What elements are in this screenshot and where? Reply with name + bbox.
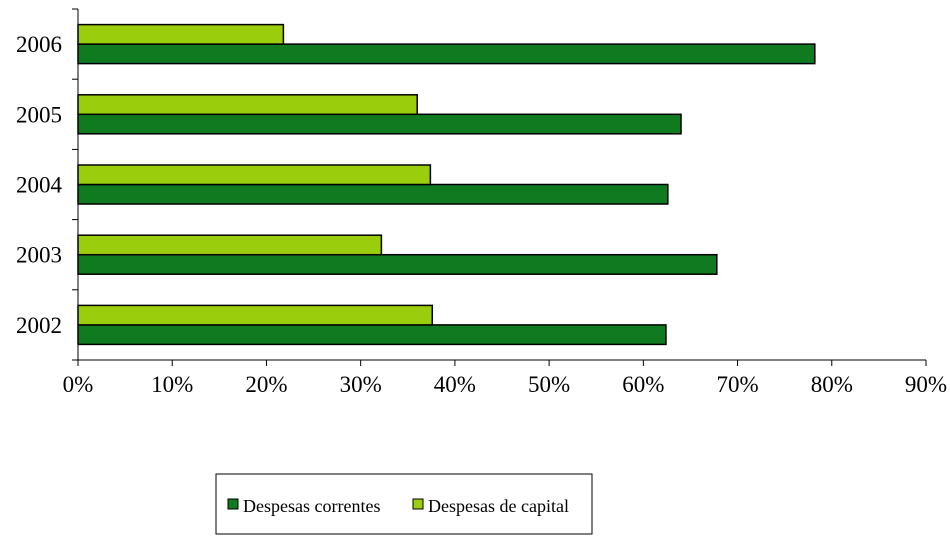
bar-despesas-de-capital-2003: [77, 234, 383, 256]
bar-despesas-correntes-2002: [77, 324, 667, 346]
bar-despesas-de-capital-2006: [77, 23, 285, 45]
x-tick-label: 90%: [905, 372, 947, 397]
x-tick-label: 80%: [811, 372, 853, 397]
y-tick-label: 2005: [16, 102, 62, 127]
legend-swatch-despesas-correntes: [227, 498, 239, 510]
legend-label-despesas-de-capital: Despesas de capital: [428, 496, 569, 516]
bar-despesas-correntes-2006: [77, 43, 816, 65]
bar-despesas-de-capital-2002: [77, 304, 434, 326]
legend: Despesas correntes Despesas de capital: [215, 473, 593, 535]
bar-despesas-correntes-2003: [77, 253, 718, 275]
bar-despesas-de-capital-2005: [77, 94, 418, 116]
x-tick-label: 20%: [245, 372, 287, 397]
y-tick-label: 2004: [16, 173, 63, 198]
y-tick-label: 2006: [16, 32, 62, 57]
bar-despesas-de-capital-2004: [77, 164, 432, 186]
bar-despesas-correntes-2004: [77, 183, 669, 205]
x-tick-label: 60%: [622, 372, 664, 397]
legend-swatch-despesas-de-capital: [412, 498, 424, 510]
plot-area: 0% 10% 20% 30% 40% 50% 60% 70% 80% 90% 2002 2003 200…: [16, 8, 947, 397]
x-tick-label: 40%: [434, 372, 476, 397]
y-tick-label: 2003: [16, 243, 62, 268]
x-tick-label: 10%: [151, 372, 193, 397]
x-tick-label: 0%: [63, 372, 94, 397]
bar-despesas-correntes-2005: [77, 113, 682, 135]
x-tick-label: 50%: [528, 372, 570, 397]
y-tick-label: 2002: [16, 313, 62, 338]
legend-label-despesas-correntes: Despesas correntes: [243, 496, 380, 516]
x-tick-label: 70%: [716, 372, 758, 397]
legend-box: [215, 473, 593, 535]
x-tick-label: 30%: [340, 372, 382, 397]
